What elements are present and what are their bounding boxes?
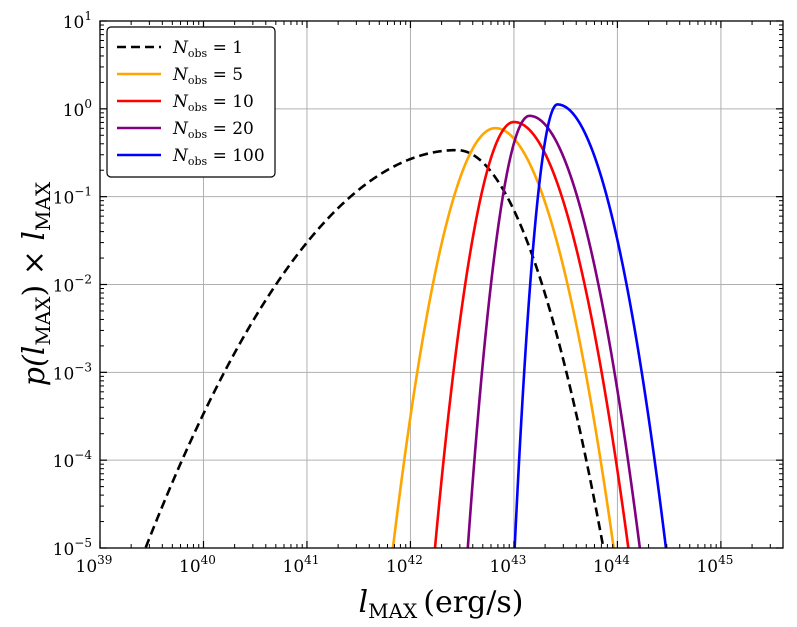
y-tick-label: 10−2 (53, 273, 92, 297)
ticks: 1039 1040 1041 1042 1043 1044 1045 10−5 10−4 10−3… (53, 9, 783, 577)
series-line-2 (433, 120, 630, 548)
y-tick-label: 10−1 (53, 185, 92, 209)
legend-label: Nobs = 1 (172, 38, 243, 60)
series-line-3 (466, 114, 642, 548)
x-axis-label: lMAX (erg/s) (359, 585, 524, 623)
x-tick-label: 1039 (76, 553, 113, 577)
legend-label: Nobs = 20 (172, 119, 254, 141)
x-tick-label: 1043 (489, 553, 526, 577)
y-tick-label: 101 (63, 9, 92, 33)
x-tick-label: 1042 (386, 553, 423, 577)
series-group (144, 103, 668, 548)
legend: Nobs = 1 Nobs = 5 Nobs = 10 Nobs = 20 Nobs =… (106, 26, 276, 178)
x-tick-label: 1045 (696, 553, 733, 577)
legend-label: Nobs = 10 (172, 92, 254, 114)
legend-label: Nobs = 100 (172, 146, 265, 168)
y-tick-label: 10−3 (53, 360, 92, 384)
legend-box (106, 26, 276, 178)
legend-label: Nobs = 5 (172, 65, 243, 87)
series-line-4 (513, 103, 668, 548)
y-tick-label: 10−5 (53, 536, 92, 560)
y-axis-label: p(lMAX) × lMAX (17, 181, 55, 386)
x-tick-label: 1044 (593, 553, 630, 577)
x-tick-label: 1040 (179, 553, 216, 577)
y-tick-label: 10−4 (53, 448, 93, 472)
x-tick-label: 1041 (283, 553, 320, 577)
y-tick-label: 100 (63, 97, 92, 121)
